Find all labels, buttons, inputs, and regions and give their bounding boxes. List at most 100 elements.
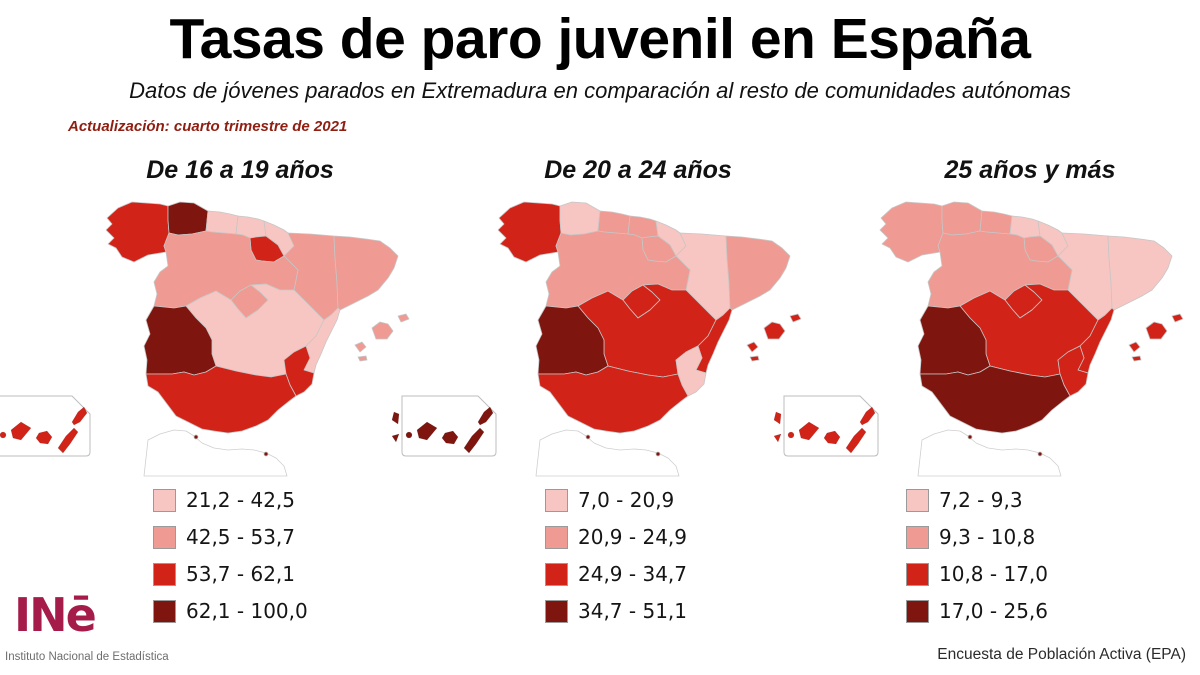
region-cataluna xyxy=(1107,235,1173,311)
legend-label: 7,2 - 9,3 xyxy=(939,488,1023,512)
island-lanzarote xyxy=(477,406,494,426)
island-lanzarote xyxy=(71,406,88,426)
map-legend: 7,0 - 20,9 20,9 - 24,9 24,9 - 34,7 34,7 - 5… xyxy=(545,488,687,636)
map-heading: De 16 a 19 años xyxy=(146,156,334,184)
island-la-palma xyxy=(392,411,400,425)
region-cantabria xyxy=(597,210,631,235)
africa-coastline xyxy=(143,429,288,477)
spain-choropleth-map xyxy=(879,201,1184,477)
map-heading: 25 años y más xyxy=(944,156,1116,184)
legend-label: 7,0 - 20,9 xyxy=(578,488,675,512)
ine-logo: INē xyxy=(14,588,97,642)
legend-row: 42,5 - 53,7 xyxy=(153,525,308,549)
africa-coastline xyxy=(535,429,680,477)
island-fuerteventura xyxy=(463,427,485,454)
island-lanzarote xyxy=(859,406,876,426)
region-asturias xyxy=(559,201,601,236)
island-tenerife xyxy=(798,421,820,441)
region-andalucia xyxy=(537,365,689,434)
map-column: De 16 a 19 años xyxy=(0,150,410,650)
legend-row: 17,0 - 25,6 xyxy=(906,599,1048,623)
island-fuerteventura xyxy=(57,427,79,454)
island-el-hierro xyxy=(392,433,400,443)
region-galicia xyxy=(879,201,944,263)
region-ceuta xyxy=(193,434,199,440)
island-gran-canaria xyxy=(441,430,459,445)
region-asturias xyxy=(167,201,209,236)
update-note: Actualización: cuarto trimestre de 2021 xyxy=(68,118,348,135)
africa-coastline xyxy=(917,429,1062,477)
legend-row: 34,7 - 51,1 xyxy=(545,599,687,623)
region-baleares xyxy=(354,313,410,362)
legend-swatch xyxy=(545,488,568,512)
legend-row: 20,9 - 24,9 xyxy=(545,525,687,549)
canary-islands-inset xyxy=(774,395,879,457)
legend-row: 21,2 - 42,5 xyxy=(153,488,308,512)
island-tenerife xyxy=(416,421,438,441)
region-asturias xyxy=(941,201,983,236)
legend-swatch xyxy=(153,599,176,623)
region-melilla xyxy=(655,451,661,457)
region-andalucia xyxy=(919,365,1071,434)
legend-label: 62,1 - 100,0 xyxy=(186,599,308,623)
legend-label: 53,7 - 62,1 xyxy=(186,562,295,586)
legend-row: 53,7 - 62,1 xyxy=(153,562,308,586)
legend-row: 10,8 - 17,0 xyxy=(906,562,1048,586)
legend-swatch xyxy=(545,599,568,623)
subtitle: Datos de jóvenes parados en Extremadura … xyxy=(129,78,1071,103)
legend-swatch xyxy=(906,562,929,586)
canary-islands-inset xyxy=(0,395,91,457)
legend-row: 7,0 - 20,9 xyxy=(545,488,687,512)
legend-swatch xyxy=(906,488,929,512)
legend-swatch xyxy=(906,599,929,623)
region-cataluna xyxy=(725,235,791,311)
canary-islands-inset xyxy=(392,395,497,457)
map-column: 25 años y más xyxy=(774,150,1200,650)
legend-row: 7,2 - 9,3 xyxy=(906,488,1048,512)
map-heading: De 20 a 24 años xyxy=(544,156,732,184)
spain-choropleth-map xyxy=(497,201,802,477)
map-legend: 21,2 - 42,5 42,5 - 53,7 53,7 - 62,1 62,1 - … xyxy=(153,488,308,636)
region-galicia xyxy=(105,201,170,263)
legend-label: 17,0 - 25,6 xyxy=(939,599,1048,623)
legend-row: 9,3 - 10,8 xyxy=(906,525,1048,549)
region-ceuta xyxy=(967,434,973,440)
island-la-palma xyxy=(774,411,782,425)
inset-border-box xyxy=(0,395,91,457)
region-melilla xyxy=(1037,451,1043,457)
region-ceuta xyxy=(585,434,591,440)
legend-label: 10,8 - 17,0 xyxy=(939,562,1048,586)
island-la-gomera xyxy=(405,431,413,439)
inset-border-box xyxy=(783,395,879,457)
legend-swatch xyxy=(906,525,929,549)
island-la-gomera xyxy=(787,431,795,439)
island-gran-canaria xyxy=(823,430,841,445)
legend-swatch xyxy=(153,525,176,549)
island-gran-canaria xyxy=(35,430,53,445)
legend-label: 42,5 - 53,7 xyxy=(186,525,295,549)
legend-label: 21,2 - 42,5 xyxy=(186,488,295,512)
map-legend: 7,2 - 9,3 9,3 - 10,8 10,8 - 17,0 17,0 - 25,… xyxy=(906,488,1048,636)
map-column: De 20 a 24 años xyxy=(392,150,802,650)
legend-swatch xyxy=(545,525,568,549)
legend-row: 24,9 - 34,7 xyxy=(545,562,687,586)
legend-label: 24,9 - 34,7 xyxy=(578,562,687,586)
region-melilla xyxy=(263,451,269,457)
island-la-gomera xyxy=(0,431,7,439)
region-galicia xyxy=(497,201,562,263)
legend-label: 34,7 - 51,1 xyxy=(578,599,687,623)
spain-choropleth-map xyxy=(105,201,410,477)
region-baleares xyxy=(746,313,802,362)
region-cantabria xyxy=(979,210,1013,235)
source-note: Encuesta de Población Activa (EPA) xyxy=(937,646,1186,663)
region-andalucia xyxy=(145,365,297,434)
island-fuerteventura xyxy=(845,427,867,454)
legend-swatch xyxy=(153,488,176,512)
inset-border-box xyxy=(401,395,497,457)
maps-row: De 16 a 19 años xyxy=(0,150,1200,650)
page-title: Tasas de paro juvenil en España xyxy=(169,7,1031,71)
legend-label: 9,3 - 10,8 xyxy=(939,525,1036,549)
legend-swatch xyxy=(545,562,568,586)
region-baleares xyxy=(1128,313,1184,362)
region-cantabria xyxy=(205,210,239,235)
